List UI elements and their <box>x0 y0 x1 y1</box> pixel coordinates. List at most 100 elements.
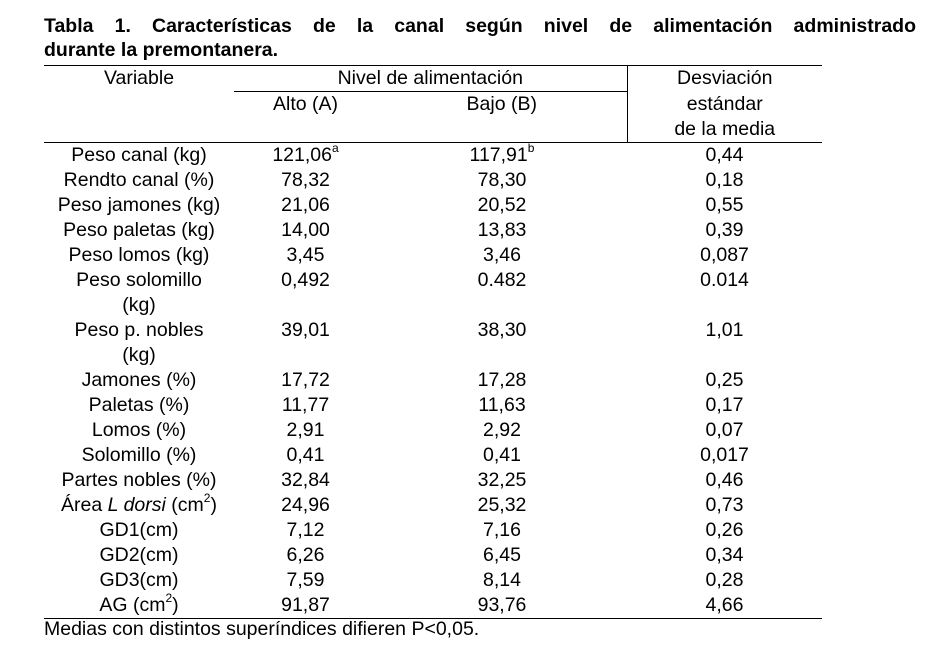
row-bajo: 38,30 <box>477 319 527 341</box>
header-empty <box>44 92 234 118</box>
variable-label-line-1: Peso solomillo <box>76 269 202 291</box>
header-alto: Alto (A) <box>272 93 338 115</box>
row-bajo: 0.482 <box>477 269 527 291</box>
superscript-unit: 2 <box>165 590 173 605</box>
table-title-line-1: Tabla 1. Características de la canal seg… <box>44 15 916 37</box>
row-alto: 11,77 <box>281 394 330 416</box>
table-row: Peso canal (kg) 121,06a 117,91b 0,44 <box>44 140 822 169</box>
superscript-b: b <box>527 140 535 155</box>
header-sd-line-3: de la media <box>626 117 822 143</box>
variable-label-end: ) <box>172 594 179 616</box>
variable-label-pre: Área <box>61 494 108 516</box>
variable-label-pre: AG (cm <box>99 594 166 616</box>
row-bajo: 0,41 <box>483 444 521 466</box>
row-variable: GD1(cm) <box>99 519 179 541</box>
row-bajo: 78,30 <box>477 169 527 191</box>
table-row: Peso jamones (kg) 21,06 20,52 0,55 <box>44 193 822 218</box>
row-sd: 4,66 <box>627 593 822 619</box>
row-variable: GD2(cm) <box>99 544 179 566</box>
row-sd: 0,44 <box>705 144 744 166</box>
row-variable: Lomos (%) <box>91 419 187 441</box>
variable-label-line-2: (kg) <box>122 344 156 366</box>
row-sd: 0,73 <box>705 494 744 516</box>
row-alto: 21,06 <box>281 194 330 216</box>
row-sd: 0,26 <box>705 519 744 541</box>
row-variable: Jamones (%) <box>81 369 197 391</box>
row-bajo: 6,45 <box>483 544 521 566</box>
row-variable: Solomillo (%) <box>81 444 197 466</box>
row-variable: Rendto canal (%) <box>63 169 215 191</box>
row-sd: 0,28 <box>705 569 744 591</box>
row-variable: Área L dorsi (cm2) <box>44 490 234 518</box>
row-bajo: 93,76 <box>377 593 627 619</box>
header-bajo: Bajo (B) <box>466 93 537 115</box>
row-sd: 0,07 <box>705 419 744 441</box>
row-bajo: 7,16 <box>483 519 521 541</box>
header-variable: Variable <box>44 65 234 92</box>
row-bajo: 13,83 <box>477 219 527 241</box>
variable-label-italic: L dorsi <box>107 494 166 516</box>
table-row: Lomos (%) 2,91 2,92 0,07 <box>44 418 822 443</box>
row-alto: 14,00 <box>281 219 330 241</box>
row-bajo: 3,46 <box>483 244 521 266</box>
row-bajo: 20,52 <box>477 194 527 216</box>
row-variable: AG (cm2) <box>44 590 234 619</box>
header-nivel: Nivel de alimentación <box>234 65 627 92</box>
row-variable: Partes nobles (%) <box>61 469 217 491</box>
table-row: Partes nobles (%) 32,84 32,25 0,46 <box>44 468 822 493</box>
row-bajo: 17,28 <box>477 369 527 391</box>
header-empty <box>377 117 627 143</box>
characteristics-table: Variable Nivel de alimentación Desviació… <box>44 65 822 619</box>
header-empty <box>44 117 234 143</box>
row-variable: Peso p. nobles (kg) <box>44 318 234 368</box>
row-sd: 1,01 <box>705 319 744 341</box>
value-alto: 121,06 <box>272 144 332 166</box>
row-alto: 121,06a <box>234 140 377 169</box>
row-sd: 0,18 <box>705 169 744 191</box>
table-row: Solomillo (%) 0,41 0,41 0,017 <box>44 443 822 468</box>
row-alto: 0,41 <box>286 444 325 466</box>
row-alto: 7,59 <box>286 569 325 591</box>
row-variable: GD3(cm) <box>99 569 179 591</box>
row-sd: 0.014 <box>700 269 749 291</box>
table-row: Peso lomos (kg) 3,45 3,46 0,087 <box>44 243 822 268</box>
row-alto: 2,91 <box>286 419 325 441</box>
variable-label: Peso canal (kg) <box>71 144 207 166</box>
row-variable: Peso solomillo (kg) <box>44 268 234 318</box>
row-bajo: 117,91b <box>377 140 627 169</box>
variable-label-line-1: Peso p. nobles <box>74 319 204 341</box>
row-variable: Paletas (%) <box>88 394 190 416</box>
row-bajo: 2,92 <box>483 419 521 441</box>
table-row: Área L dorsi (cm2) 24,96 25,32 0,73 <box>44 490 822 518</box>
superscript-a: a <box>331 140 339 155</box>
row-sd: 0,55 <box>705 194 744 216</box>
table-footnote: Medias con distintos superíndices difier… <box>44 618 480 640</box>
row-bajo: 8,14 <box>483 569 521 591</box>
row-alto: 7,12 <box>286 519 325 541</box>
table-row: GD3(cm) 7,59 8,14 0,28 <box>44 568 822 593</box>
table-title-line-2: durante la premontanera. <box>44 39 279 61</box>
table-row: Peso p. nobles (kg) 39,01 38,30 1,01 <box>44 318 822 368</box>
value-bajo: 117,91 <box>469 144 528 166</box>
variable-label-end: ) <box>210 494 217 516</box>
row-sd: 0,087 <box>700 244 749 266</box>
row-alto: 39,01 <box>281 319 330 341</box>
document-page: Tabla 1. Características de la canal seg… <box>44 14 920 619</box>
row-variable: Peso jamones (kg) <box>57 194 221 216</box>
table-row: AG (cm2) 91,87 93,76 4,66 <box>44 590 822 619</box>
variable-label-line-2: (kg) <box>122 294 156 316</box>
row-sd: 0,39 <box>705 219 744 241</box>
table-row: GD1(cm) 7,12 7,16 0,26 <box>44 518 822 543</box>
row-alto: 6,26 <box>286 544 325 566</box>
row-variable: Peso paletas (kg) <box>63 219 215 241</box>
row-alto: 78,32 <box>281 169 330 191</box>
variable-label-post: (cm <box>165 494 204 516</box>
row-sd: 0,46 <box>705 469 744 491</box>
row-alto: 24,96 <box>281 494 330 516</box>
header-sd-line-2: estándar <box>626 91 822 117</box>
superscript-unit: 2 <box>203 490 211 505</box>
row-sd: 0,17 <box>705 394 744 416</box>
row-bajo: 25,32 <box>477 494 527 516</box>
row-bajo: 32,25 <box>477 469 527 491</box>
row-alto: 0,492 <box>281 269 330 291</box>
